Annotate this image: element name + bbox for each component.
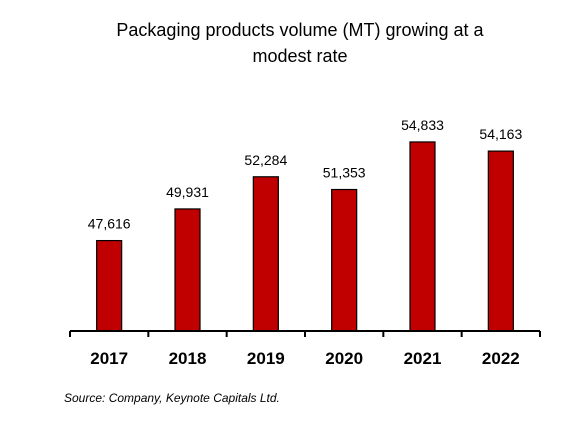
data-label-2019: 52,284 xyxy=(244,152,287,168)
x-tick-label-2018: 2018 xyxy=(169,349,207,368)
data-label-2021: 54,833 xyxy=(401,117,444,133)
bar-2017 xyxy=(96,239,123,332)
bar-2018 xyxy=(174,208,201,332)
x-tick-label-2020: 2020 xyxy=(325,349,363,368)
data-label-2018: 49,931 xyxy=(166,184,209,200)
chart-title-line-1: Packaging products volume (MT) growing a… xyxy=(116,20,484,40)
bar-2022 xyxy=(487,150,514,332)
source-note: Source: Company, Keynote Capitals Ltd. xyxy=(64,391,280,405)
data-label-2020: 51,353 xyxy=(323,165,366,181)
x-tick-label-2017: 2017 xyxy=(90,349,128,368)
x-tick-label-2019: 2019 xyxy=(247,349,285,368)
x-tick-label-2022: 2022 xyxy=(482,349,520,368)
bar-2020 xyxy=(331,188,358,332)
data-label-2017: 47,616 xyxy=(88,216,131,232)
chart-title-line-2: modest rate xyxy=(252,46,347,66)
bar-2019 xyxy=(252,176,279,332)
x-axis: 2017 2018 2019 2020 2021 2022 xyxy=(69,330,541,368)
x-tick-label-2021: 2021 xyxy=(404,349,442,368)
bars-layer: 47,616 49,931 52,284 51,353 54,833 54,163 xyxy=(88,117,522,332)
data-label-2022: 54,163 xyxy=(479,126,522,142)
bar-2021 xyxy=(409,141,436,332)
chart-title: Packaging products volume (MT) growing a… xyxy=(116,20,484,66)
